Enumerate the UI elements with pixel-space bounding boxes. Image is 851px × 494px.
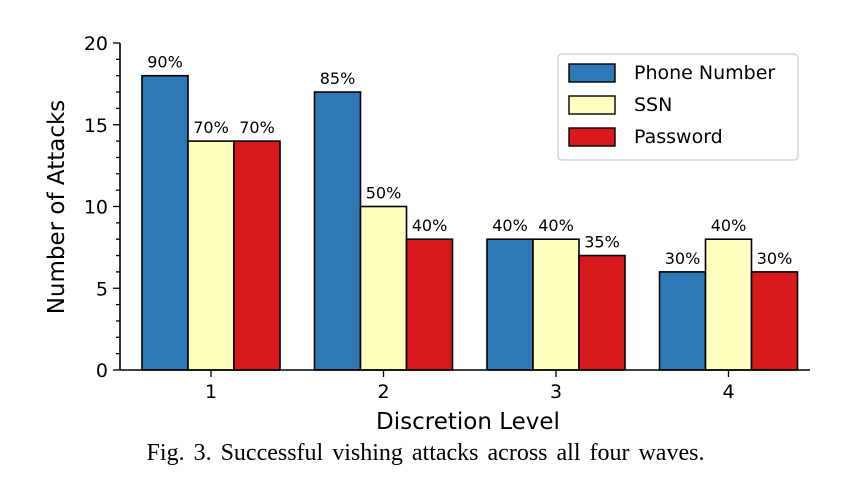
bar-password-2 <box>405 238 454 371</box>
x-axis-label: Discretion Level <box>376 409 560 435</box>
x-tick-label: 2 <box>377 381 389 403</box>
y-tick-label: 5 <box>96 278 108 300</box>
data-label: 85% <box>320 69 356 88</box>
bar-password-4 <box>750 271 799 371</box>
data-labels-group: 90% 85% 40% 30% 70% 50% 40% 40% 70% 40% 35% 30% <box>147 53 792 268</box>
y-tick-label: 15 <box>84 115 108 137</box>
data-label: 90% <box>147 53 183 72</box>
x-tick-label: 3 <box>550 381 562 403</box>
bar-phone-number-2 <box>313 91 362 371</box>
data-label: 70% <box>193 118 229 137</box>
figure-caption: Fig. 3. Successful vishing attacks acros… <box>146 440 705 466</box>
bar-ssn-4 <box>704 238 753 371</box>
data-label: 40% <box>412 216 448 235</box>
bar-phone-number-3 <box>486 238 534 371</box>
bar-chart: 90% 85% 40% 30% 70% 50% 40% 40% 70% 40% 35% 30% 0 5 1… <box>44 33 810 435</box>
data-label: 30% <box>757 249 793 268</box>
y-tick-label: 0 <box>96 360 108 382</box>
data-label: 40% <box>538 216 574 235</box>
bar-ssn-1 <box>187 140 235 371</box>
bar-ssn-3 <box>532 238 580 371</box>
data-label: 50% <box>366 184 402 203</box>
legend: Phone Number SSN Password <box>557 53 799 161</box>
legend-label: SSN <box>634 94 672 116</box>
y-axis-label: Number of Attacks <box>44 100 70 315</box>
bar-ssn-2 <box>359 205 408 371</box>
legend-box <box>557 53 799 161</box>
bar-password-1 <box>233 140 281 371</box>
y-tick-label: 10 <box>84 197 108 219</box>
bars-group <box>141 74 799 371</box>
axes-group: 0 5 10 15 20 1 2 3 4 <box>84 33 810 403</box>
x-tick-label: 4 <box>722 381 734 403</box>
y-tick-label: 20 <box>84 33 108 55</box>
legend-label: Phone Number <box>634 62 775 84</box>
data-label: 35% <box>584 233 620 252</box>
bar-password-3 <box>578 254 626 371</box>
data-label: 40% <box>711 216 747 235</box>
legend-swatch <box>568 127 616 147</box>
bar-phone-number-1 <box>141 74 189 371</box>
legend-swatch <box>568 63 616 83</box>
x-tick-label: 1 <box>205 381 217 403</box>
legend-label: Password <box>634 126 723 148</box>
bar-phone-number-4 <box>658 271 707 371</box>
legend-swatch <box>568 95 616 115</box>
data-label: 40% <box>492 216 528 235</box>
data-label: 30% <box>665 249 701 268</box>
data-label: 70% <box>239 118 275 137</box>
